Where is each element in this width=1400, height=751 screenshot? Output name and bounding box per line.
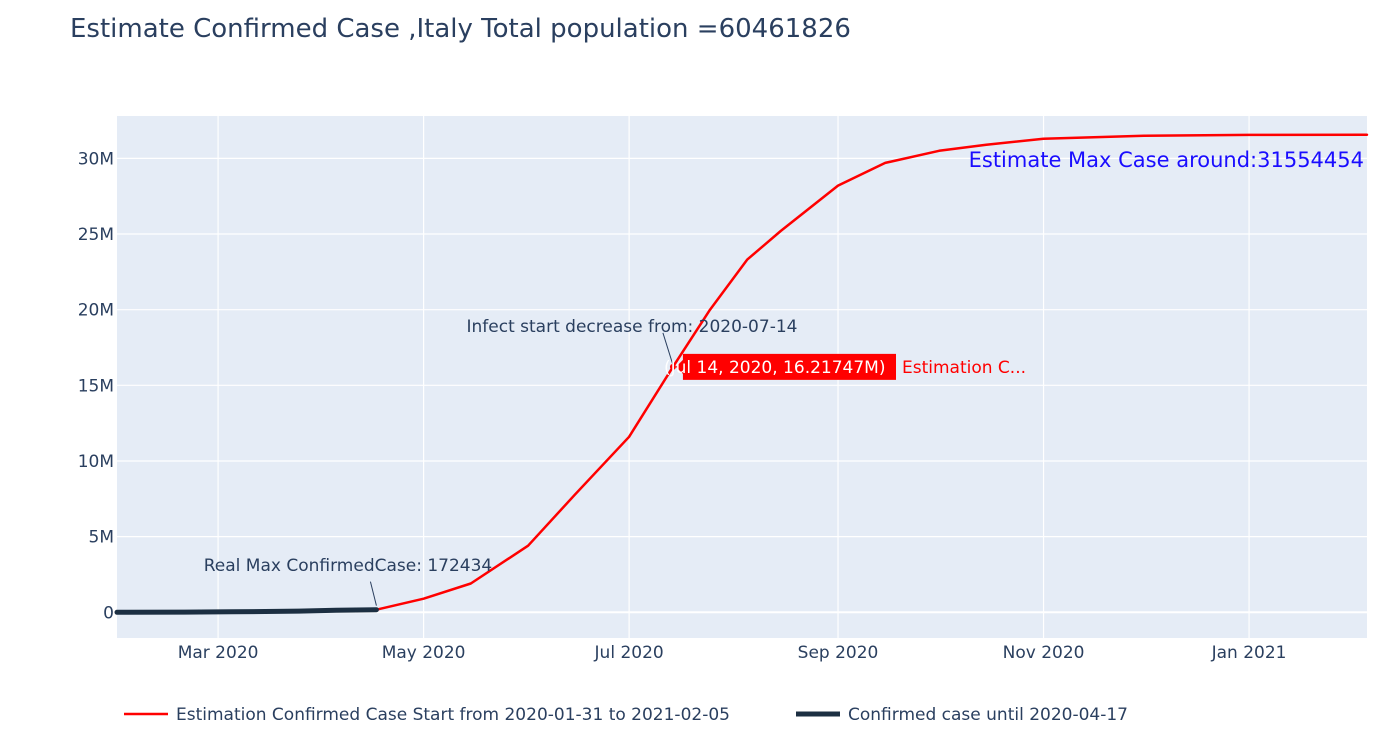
- legend-item-label[interactable]: Confirmed case until 2020-04-17: [848, 705, 1128, 725]
- x-tick-label: Sep 2020: [798, 643, 879, 663]
- series-lines: [114, 133, 1369, 615]
- x-tick-label: Mar 2020: [178, 643, 259, 663]
- legend[interactable]: Estimation Confirmed Case Start from 202…: [124, 705, 1128, 725]
- x-axis-ticks: Mar 2020 May 2020 Jul 2020 Sep 2020 Nov 2020…: [178, 643, 1287, 663]
- series-line[interactable]: [115, 133, 1369, 614]
- legend-item-label[interactable]: Estimation Confirmed Case Start from 202…: [176, 705, 730, 725]
- hover-point: [669, 363, 676, 370]
- annotation-real-max: Real Max ConfirmedCase: 172434: [204, 556, 493, 576]
- y-tick-label: 10M: [78, 452, 114, 472]
- annotation-arrow: [369, 581, 377, 606]
- y-tick-label: 0: [103, 603, 114, 623]
- annotation-estimate-max: Estimate Max Case around:31554454: [969, 148, 1364, 172]
- y-tick-label: 30M: [78, 149, 114, 169]
- hover-box: [675, 353, 896, 380]
- x-tick-label: Jul 2020: [594, 643, 664, 663]
- x-tick-label: Jan 2021: [1211, 643, 1287, 663]
- y-tick-label: 15M: [78, 376, 114, 396]
- annotations: Real Max ConfirmedCase: 172434 Infect sta…: [204, 148, 1364, 606]
- y-axis-ticks: 0 5M 10M 15M 20M 25M 30M: [78, 149, 114, 623]
- x-tick-label: May 2020: [382, 643, 466, 663]
- y-tick-label: 25M: [78, 225, 114, 245]
- hover-value-text: (Jul 14, 2020, 16.21747M): [664, 358, 885, 378]
- y-tick-label: 5M: [89, 528, 114, 548]
- annotation-arrow: [662, 332, 674, 366]
- chart-title: Estimate Confirmed Case ,Italy Total pop…: [70, 14, 851, 44]
- series-line[interactable]: [114, 607, 379, 615]
- x-tick-label: Nov 2020: [1003, 643, 1085, 663]
- hover-tooltip: (Jul 14, 2020, 16.21747M) Estimation C...: [664, 353, 1026, 380]
- y-tick-label: 20M: [78, 301, 114, 321]
- hover-trace-label: Estimation C...: [902, 358, 1026, 378]
- annotation-decrease: Infect start decrease from: 2020-07-14: [467, 317, 798, 337]
